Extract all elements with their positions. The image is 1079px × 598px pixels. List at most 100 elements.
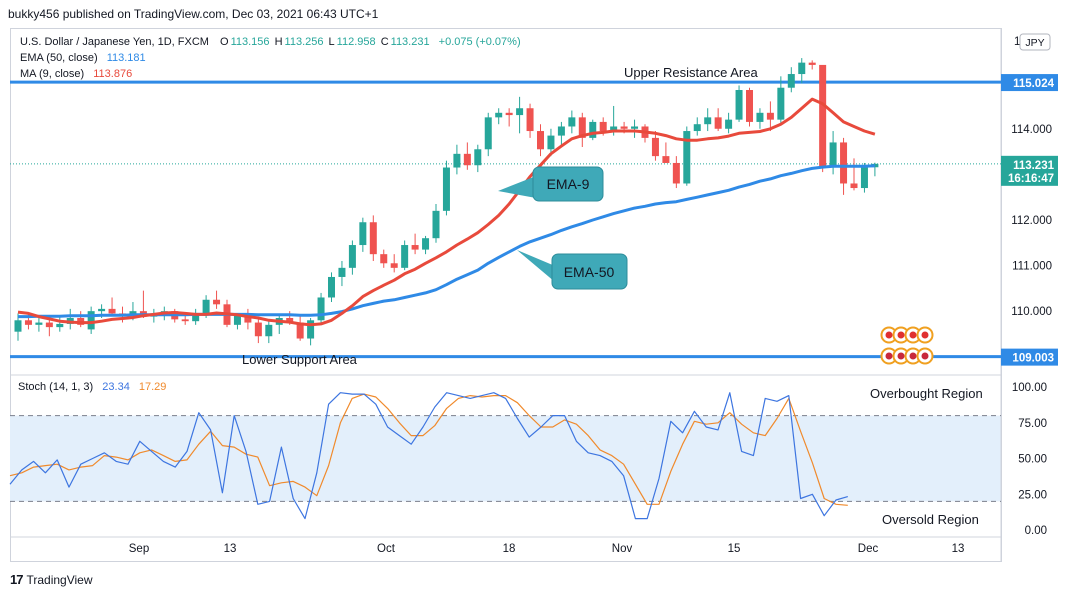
- candle-body: [725, 119, 733, 129]
- ohlc-high-value: 113.256: [284, 36, 324, 48]
- stoch-legend[interactable]: Stoch (14, 1, 3) 23.34 17.29: [18, 381, 168, 393]
- candle: [307, 318, 315, 346]
- candle: [380, 249, 388, 268]
- candle: [777, 76, 785, 125]
- candle: [77, 311, 85, 328]
- candle-body: [798, 62, 806, 75]
- candle-body: [735, 90, 743, 120]
- flag-center: [921, 331, 929, 339]
- candle-body: [620, 126, 628, 129]
- candle: [756, 108, 764, 129]
- jp-event-flag-icon: [916, 326, 934, 344]
- candle: [871, 162, 879, 177]
- candle-body: [453, 153, 461, 168]
- candle-body: [557, 126, 565, 136]
- candle: [87, 306, 95, 334]
- candle: [401, 240, 409, 271]
- candle: [296, 315, 304, 341]
- candle-body: [672, 162, 680, 184]
- price-tick: 114.000: [1011, 124, 1052, 136]
- candle: [746, 87, 753, 127]
- candle-body: [599, 121, 607, 132]
- candle-body: [777, 87, 785, 120]
- candle-body: [693, 124, 701, 132]
- candle-body: [568, 117, 576, 127]
- ohlc-open-value: 113.156: [230, 36, 270, 48]
- candle-body: [213, 299, 221, 305]
- candle-body: [756, 112, 764, 122]
- ma-legend[interactable]: MA (9, close) 113.876: [20, 68, 134, 80]
- support-price-tag-text: 109.003: [1012, 353, 1054, 365]
- overbought-label: Overbought Region: [870, 386, 983, 401]
- candle: [348, 240, 356, 275]
- candle: [463, 142, 471, 170]
- candle-body: [787, 74, 795, 88]
- time-tick: 18: [503, 543, 516, 555]
- candle: [557, 121, 565, 147]
- candle-body: [380, 254, 388, 264]
- ma-legend-label: MA (9, close): [20, 68, 85, 80]
- candle-body: [651, 137, 659, 157]
- symbol-legend[interactable]: U.S. Dollar / Japanese Yen, 1D, FXCM O 11…: [20, 36, 523, 48]
- candle: [213, 290, 221, 309]
- candle-body: [181, 319, 189, 322]
- candle-body: [286, 318, 294, 323]
- time-tick: 13: [952, 543, 965, 555]
- stoch-tick: 75.00: [1018, 418, 1047, 430]
- candle: [390, 254, 398, 273]
- candle: [578, 112, 586, 147]
- candle: [735, 85, 743, 122]
- candle: [662, 142, 670, 163]
- candle: [683, 126, 691, 186]
- candle-body: [338, 267, 346, 277]
- footer-brand: 17 TradingView: [10, 572, 93, 587]
- candle-body: [484, 117, 492, 150]
- candle-body: [98, 308, 106, 312]
- time-tick: 13: [224, 543, 237, 555]
- candle-body: [516, 108, 524, 116]
- oversold-label: Oversold Region: [882, 512, 979, 527]
- candle: [516, 96, 524, 134]
- candle-body: [24, 320, 32, 325]
- candle-body: [526, 108, 534, 132]
- candle: [265, 320, 273, 344]
- candle-body: [296, 322, 304, 339]
- candle: [453, 144, 461, 175]
- ohlc-high-label: H: [274, 36, 283, 48]
- candle-body: [359, 222, 367, 246]
- flag-center: [897, 352, 905, 360]
- candle-body: [14, 320, 22, 332]
- candle-body: [578, 117, 586, 138]
- candle: [631, 119, 639, 138]
- candle: [495, 108, 503, 125]
- time-tick: 15: [728, 543, 741, 555]
- candle: [422, 235, 430, 255]
- ema-legend[interactable]: EMA (50, close) 113.181: [20, 52, 148, 64]
- candle-body: [746, 90, 753, 122]
- candle: [714, 108, 722, 132]
- candle: [442, 160, 450, 216]
- ema-legend-value: 113.181: [106, 52, 146, 64]
- candle: [108, 297, 116, 316]
- candle-body: [317, 297, 325, 321]
- candle-body: [35, 322, 43, 325]
- flag-center: [885, 352, 893, 360]
- us-event-flag-icon: [916, 347, 934, 365]
- candle-body: [714, 117, 722, 129]
- flag-center: [921, 352, 929, 360]
- flag-center: [909, 331, 917, 339]
- tradingview-logo-icon: 17: [10, 572, 24, 587]
- candle-body: [819, 64, 827, 168]
- ema9-callout-text: EMA-9: [547, 176, 590, 192]
- ema9-callout-pointer: [498, 176, 536, 198]
- flag-center: [885, 331, 893, 339]
- candle-body: [442, 167, 450, 211]
- candle: [432, 204, 440, 243]
- candle-body: [307, 320, 315, 339]
- currency-badge-text: JPY: [1025, 37, 1044, 49]
- stoch-k-line: [9, 392, 848, 520]
- candle: [317, 292, 325, 325]
- time-tick: Oct: [377, 543, 396, 555]
- ma-legend-value: 113.876: [93, 68, 133, 80]
